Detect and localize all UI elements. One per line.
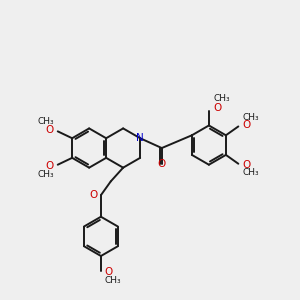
Text: O: O <box>214 103 222 113</box>
Text: O: O <box>46 161 54 171</box>
Text: O: O <box>242 160 250 170</box>
Text: CH₃: CH₃ <box>242 168 259 177</box>
Text: CH₃: CH₃ <box>214 94 230 103</box>
Text: N: N <box>136 133 144 143</box>
Text: CH₃: CH₃ <box>242 113 259 122</box>
Text: O: O <box>158 159 166 169</box>
Text: O: O <box>46 125 54 135</box>
Text: O: O <box>105 267 113 277</box>
Text: O: O <box>90 190 98 200</box>
Text: CH₃: CH₃ <box>37 170 54 179</box>
Text: O: O <box>242 121 250 130</box>
Text: CH₃: CH₃ <box>105 276 122 285</box>
Text: CH₃: CH₃ <box>37 117 54 126</box>
